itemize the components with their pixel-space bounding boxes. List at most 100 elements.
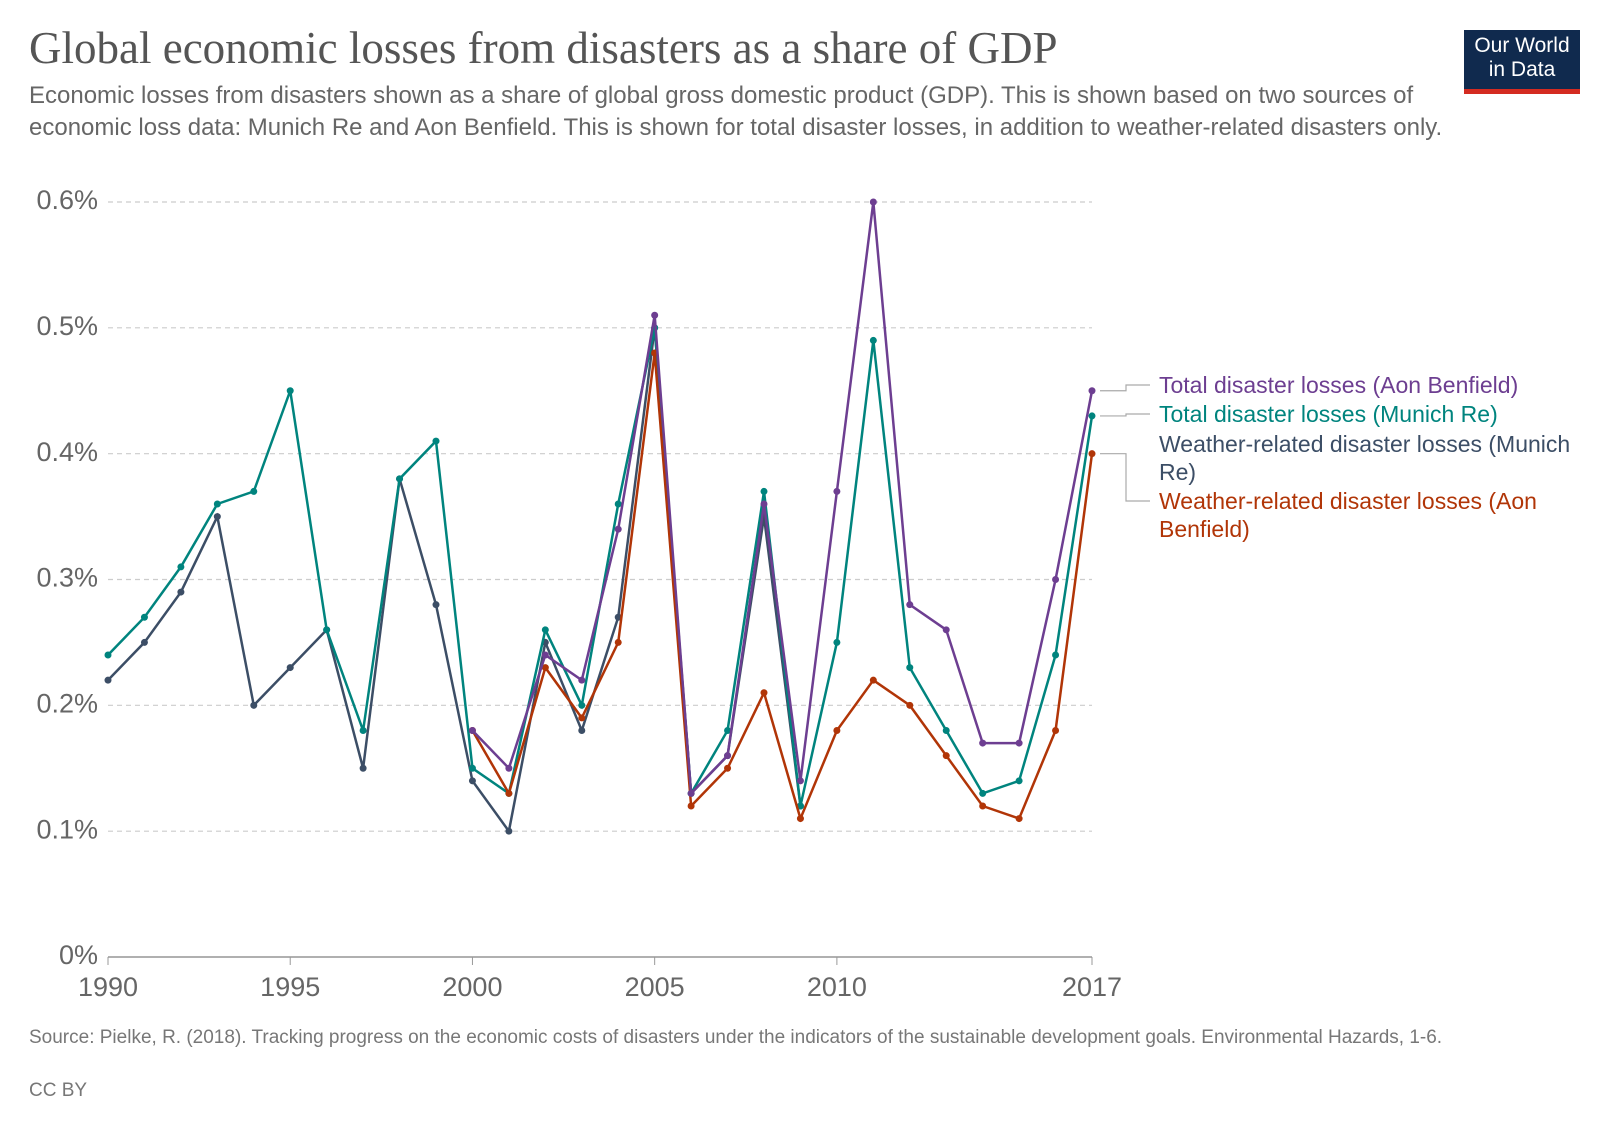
data-point [687, 802, 695, 810]
legend-connector [1100, 453, 1150, 502]
y-tick-label: 0.4% [36, 437, 98, 467]
data-point [505, 827, 513, 835]
x-tick-label: 1990 [78, 972, 138, 1002]
data-point [979, 789, 987, 797]
legend-connector [1100, 413, 1150, 417]
data-point [359, 764, 367, 772]
data-point [140, 613, 148, 621]
legend-label: Weather-related disaster losses (Aon Ben… [1159, 488, 1537, 542]
data-point [942, 626, 950, 634]
data-point [140, 638, 148, 646]
data-point [979, 739, 987, 747]
data-point [833, 727, 841, 734]
data-point [833, 638, 841, 646]
data-point [505, 789, 513, 797]
data-point [1088, 450, 1096, 458]
data-point [578, 714, 586, 722]
source-note: Source: Pielke, R. (2018). Tracking prog… [29, 1027, 1443, 1048]
data-point [578, 701, 586, 709]
data-point [432, 601, 440, 609]
data-point [323, 626, 331, 634]
data-point [104, 676, 112, 684]
data-point [869, 198, 877, 206]
data-point [796, 815, 804, 823]
series-line [471, 201, 1094, 797]
series-line [107, 327, 1094, 807]
data-point [796, 802, 804, 810]
chart-title: Global economic losses from disasters as… [29, 23, 1058, 73]
data-point [760, 500, 768, 508]
data-point [578, 676, 586, 684]
data-point [760, 487, 768, 495]
x-tick-label: 2010 [807, 972, 867, 1002]
data-point [796, 777, 804, 785]
data-point [468, 764, 476, 772]
legend-label: Total disaster losses (Aon Benfield) [1159, 372, 1519, 398]
data-point [177, 588, 185, 596]
x-tick-label: 1995 [260, 972, 320, 1002]
data-point [869, 336, 877, 344]
data-point [906, 601, 914, 609]
license-note: CC BY [29, 1080, 88, 1101]
data-point [1052, 576, 1060, 583]
y-tick-label: 0% [59, 940, 98, 970]
data-point [505, 764, 513, 772]
data-point [104, 651, 112, 659]
data-point [833, 487, 841, 495]
data-point [541, 651, 549, 659]
data-point [468, 727, 476, 734]
data-point [541, 626, 549, 634]
y-tick-label: 0.3% [36, 563, 98, 593]
data-point [614, 638, 622, 646]
data-point [1015, 739, 1023, 747]
data-point [979, 802, 987, 810]
y-tick-label: 0.5% [36, 311, 98, 341]
data-point [432, 437, 440, 445]
data-point [1088, 387, 1096, 395]
y-tick-label: 0.1% [36, 814, 98, 844]
data-point [724, 752, 732, 760]
data-point [578, 727, 586, 734]
data-point [177, 563, 185, 571]
data-point [213, 513, 221, 521]
data-point [942, 727, 950, 734]
data-point [724, 764, 732, 772]
y-tick-label: 0.6% [36, 185, 98, 215]
legend-label: Total disaster losses (Munich Re) [1159, 401, 1498, 427]
data-point [359, 727, 367, 734]
data-point [468, 777, 476, 785]
x-tick-label: 2005 [625, 972, 685, 1002]
data-point [724, 727, 732, 734]
legend-label: Weather-related disaster losses (Munich … [1159, 431, 1571, 485]
data-point [760, 689, 768, 697]
series-line [471, 352, 1094, 823]
data-point [1015, 815, 1023, 823]
data-point [687, 789, 695, 797]
logo: Our World in Data [1464, 30, 1580, 94]
y-tick-label: 0.2% [36, 688, 98, 718]
data-point [906, 701, 914, 709]
data-point [1088, 412, 1096, 420]
data-point [614, 525, 622, 533]
data-point [250, 701, 258, 709]
data-point [213, 500, 221, 508]
data-point [286, 664, 294, 672]
x-tick-label: 2017 [1062, 972, 1122, 1002]
data-point [942, 752, 950, 760]
data-point [396, 475, 404, 483]
data-point [906, 664, 914, 672]
data-point [1052, 727, 1060, 734]
x-tick-label: 2000 [442, 972, 502, 1002]
data-point [1052, 651, 1060, 659]
chart-subtitle: Economic losses from disasters shown as … [29, 82, 1443, 141]
data-point [869, 676, 877, 684]
data-point [614, 500, 622, 508]
data-point [250, 487, 258, 495]
legend-connector [1100, 384, 1150, 392]
data-point [541, 664, 549, 672]
data-point [1015, 777, 1023, 785]
data-point [286, 387, 294, 395]
data-point [651, 311, 659, 319]
